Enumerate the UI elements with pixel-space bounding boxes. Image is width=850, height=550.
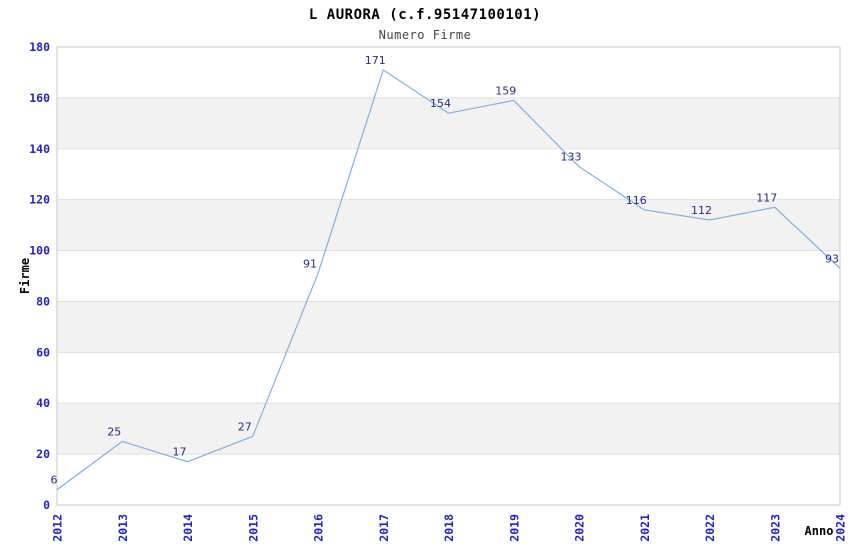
data-line bbox=[56, 68, 841, 491]
y-tick-label: 60 bbox=[36, 345, 50, 359]
plot-band bbox=[57, 97, 840, 149]
plot-border bbox=[56, 46, 841, 506]
x-tick-label: 2016 bbox=[312, 514, 326, 542]
point-label: 112 bbox=[691, 204, 712, 217]
y-tick-label: 120 bbox=[29, 193, 50, 207]
x-tick-label: 2013 bbox=[116, 514, 130, 542]
point-label: 25 bbox=[107, 425, 121, 438]
y-tick-label: 20 bbox=[36, 447, 50, 461]
x-tick-label: 2020 bbox=[573, 514, 587, 542]
x-tick-label: 2022 bbox=[703, 514, 717, 542]
y-tick-label: 80 bbox=[36, 294, 50, 308]
plot-band bbox=[57, 454, 840, 505]
chart-title: L AURORA (c.f.95147100101) bbox=[308, 7, 542, 23]
x-tick-label: 2017 bbox=[377, 514, 391, 542]
point-label: 93 bbox=[825, 252, 839, 265]
chart-subtitle: Numero Firme bbox=[378, 28, 472, 42]
point-label: 117 bbox=[756, 191, 777, 204]
point-label: 133 bbox=[561, 151, 582, 164]
y-tick-label: 100 bbox=[29, 244, 50, 258]
x-tick-label: 2023 bbox=[768, 514, 782, 542]
plot-band bbox=[57, 199, 840, 251]
plot-band bbox=[57, 352, 840, 404]
x-tick-label: 2024 bbox=[834, 514, 848, 542]
y-tick-label: 140 bbox=[29, 142, 50, 156]
y-tick-label: 160 bbox=[29, 91, 50, 105]
y-tick-label: 180 bbox=[29, 40, 50, 54]
x-axis-title: Anno bbox=[805, 524, 834, 538]
x-tick-label: 2015 bbox=[246, 514, 260, 542]
point-label: 91 bbox=[303, 257, 317, 270]
x-tick-label: 2021 bbox=[638, 514, 652, 542]
x-tick-label: 2012 bbox=[51, 514, 65, 542]
plot-band bbox=[57, 403, 840, 455]
y-tick-label: 0 bbox=[43, 498, 50, 512]
point-label: 159 bbox=[495, 84, 516, 97]
x-tick-label: 2014 bbox=[181, 514, 195, 542]
x-tick-label: 2018 bbox=[442, 514, 456, 542]
point-label: 171 bbox=[365, 54, 386, 67]
plot-band bbox=[57, 148, 840, 200]
point-label: 27 bbox=[238, 420, 252, 433]
y-axis-title: Firme bbox=[18, 258, 32, 294]
plot-band bbox=[57, 250, 840, 302]
point-label: 17 bbox=[173, 446, 187, 459]
point-label: 116 bbox=[626, 194, 647, 207]
x-tick-label: 2019 bbox=[507, 514, 521, 542]
y-tick-label: 40 bbox=[36, 396, 50, 410]
point-label: 6 bbox=[51, 474, 58, 487]
plot-band bbox=[57, 47, 840, 98]
plot-band bbox=[57, 301, 840, 353]
point-label: 154 bbox=[430, 97, 451, 110]
